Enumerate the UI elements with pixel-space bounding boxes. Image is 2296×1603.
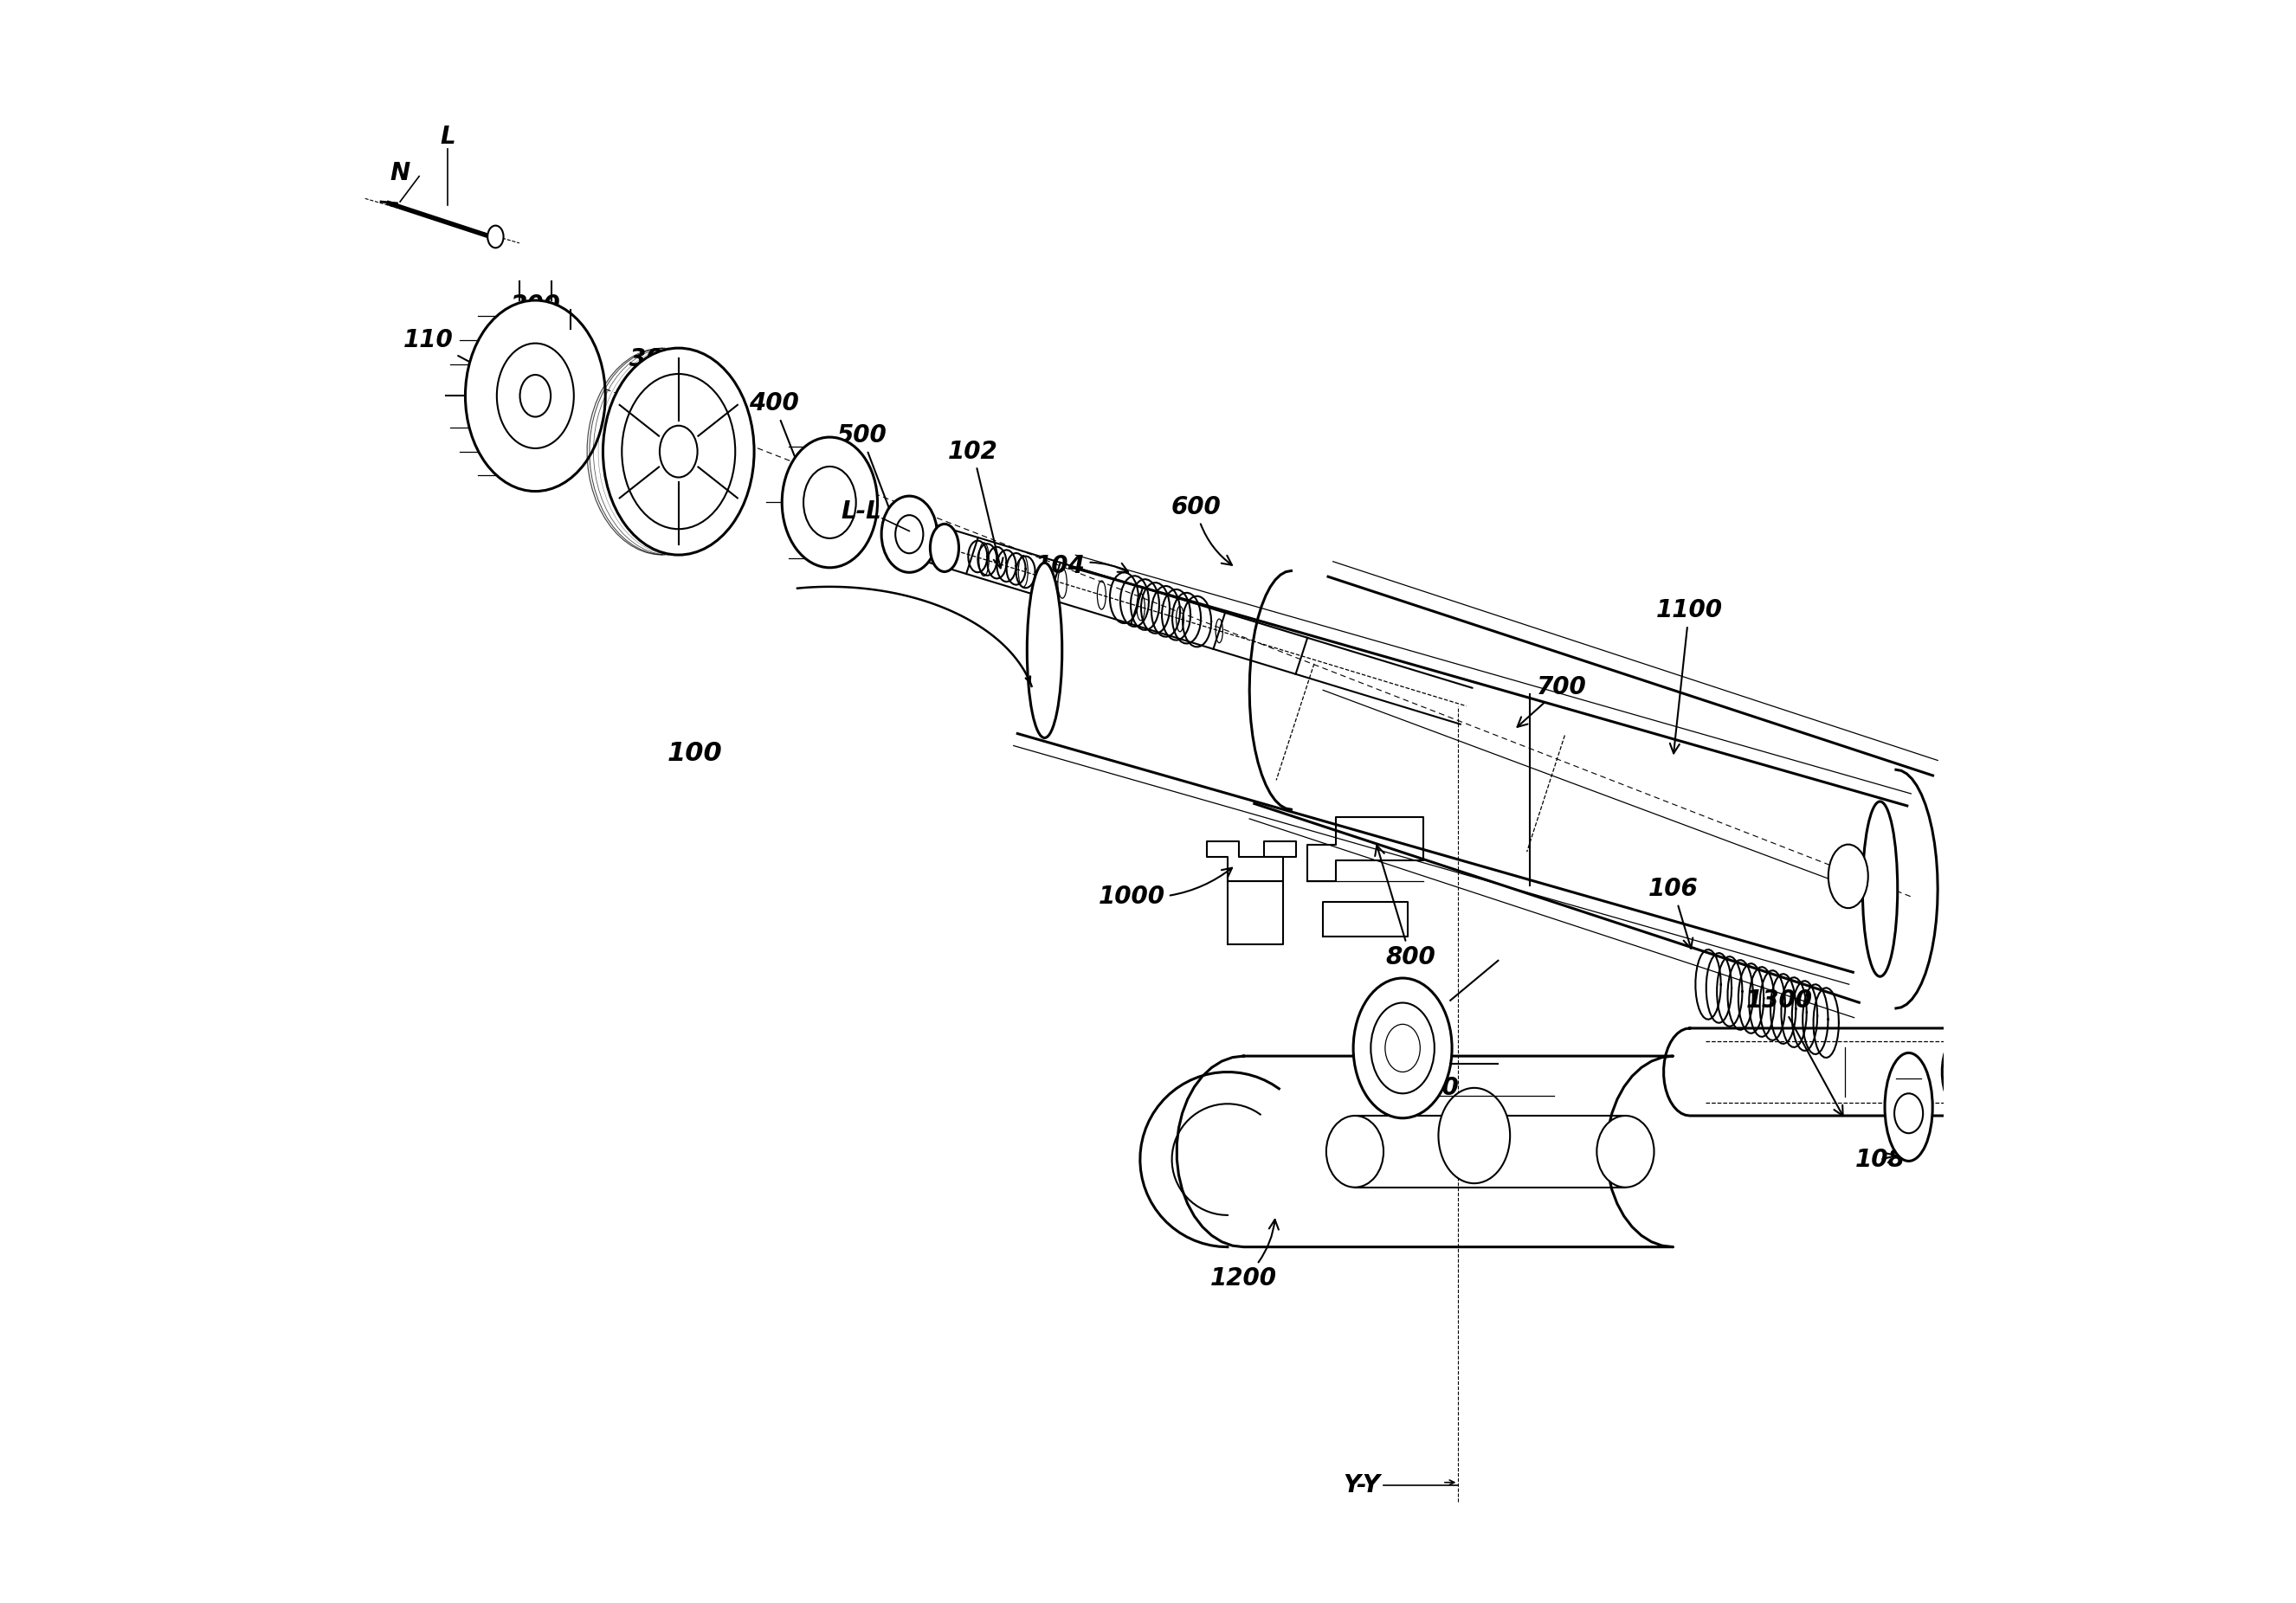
- Text: 106: 106: [1649, 877, 1699, 949]
- Ellipse shape: [604, 348, 753, 555]
- Ellipse shape: [783, 438, 877, 567]
- Ellipse shape: [1026, 563, 1063, 737]
- Text: N: N: [390, 160, 411, 186]
- Ellipse shape: [466, 300, 606, 491]
- Text: 102: 102: [948, 439, 1003, 567]
- Text: 1300: 1300: [1747, 989, 1844, 1116]
- Text: 400: 400: [748, 391, 838, 563]
- Text: 1100: 1100: [1655, 598, 1722, 753]
- Text: 700: 700: [1518, 675, 1587, 726]
- Ellipse shape: [1371, 1003, 1435, 1093]
- Text: L: L: [441, 125, 455, 149]
- Text: 600: 600: [1171, 495, 1233, 564]
- Text: 200: 200: [510, 293, 560, 487]
- Text: 1200: 1200: [1210, 1220, 1279, 1290]
- Text: 500: 500: [836, 423, 914, 569]
- Ellipse shape: [1596, 1116, 1653, 1188]
- Ellipse shape: [930, 524, 960, 572]
- Ellipse shape: [1828, 845, 1869, 907]
- Ellipse shape: [1327, 1116, 1384, 1188]
- Ellipse shape: [496, 343, 574, 449]
- Text: 104: 104: [1035, 555, 1127, 579]
- Text: 900: 900: [1410, 1021, 1460, 1100]
- Ellipse shape: [487, 226, 503, 248]
- Ellipse shape: [1352, 978, 1451, 1119]
- Text: 800: 800: [1375, 845, 1435, 970]
- Ellipse shape: [1885, 1053, 1933, 1161]
- Text: 300: 300: [629, 348, 693, 550]
- Text: L-L: L-L: [840, 500, 882, 524]
- Text: 100: 100: [666, 741, 721, 766]
- Ellipse shape: [1437, 1088, 1511, 1183]
- Text: 1000: 1000: [1100, 867, 1233, 909]
- Text: Y-Y: Y-Y: [1343, 1473, 1380, 1497]
- Ellipse shape: [622, 373, 735, 529]
- Ellipse shape: [519, 375, 551, 417]
- Text: 110: 110: [404, 329, 501, 378]
- Ellipse shape: [804, 466, 856, 539]
- Ellipse shape: [1862, 802, 1896, 976]
- Ellipse shape: [882, 495, 937, 572]
- Text: 108: 108: [1855, 1148, 1906, 1172]
